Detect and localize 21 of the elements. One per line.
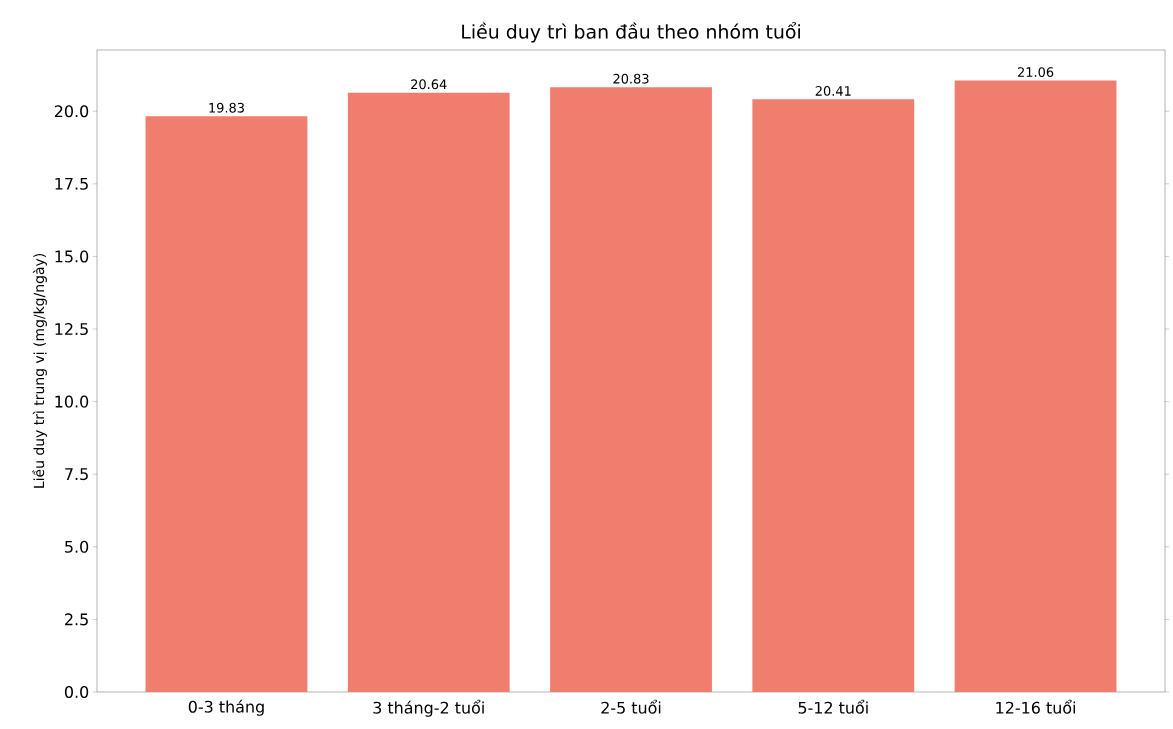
chart-title: Liều duy trì ban đầu theo nhóm tuổi	[462, 22, 800, 43]
y-tick-label: 17.5	[55, 177, 88, 190]
y-tick-label: 5.0	[65, 540, 89, 553]
y-tick-label: 2.5	[65, 613, 88, 626]
x-tick-label: 2-5 tuổi	[601, 699, 661, 714]
y-tick-label: 7.5	[65, 468, 88, 481]
y-tick-label: 20.0	[54, 105, 89, 118]
y-axis-title: Liều duy trì trung vị (mg/kg/ngày)	[32, 254, 47, 488]
y-tick-label: 10.0	[55, 395, 89, 408]
data-label: 20.64	[411, 79, 447, 90]
data-label: 19.83	[209, 102, 244, 113]
x-tick-label: 12-16 tuổi	[996, 699, 1076, 714]
y-tick-label: 12.5	[55, 323, 88, 336]
x-tick-label: 5-12 tuổi	[798, 699, 868, 714]
x-tick-label: 3 tháng-2 tuổi	[373, 699, 484, 717]
data-label: 21.06	[1017, 67, 1054, 77]
x-tick-label: 0-3 tháng	[188, 699, 264, 716]
y-tick-label: 15.0	[55, 250, 89, 263]
data-label: 20.41	[815, 86, 851, 96]
data-label: 20.83	[613, 73, 649, 84]
y-tick-label: 0.0	[64, 685, 89, 699]
